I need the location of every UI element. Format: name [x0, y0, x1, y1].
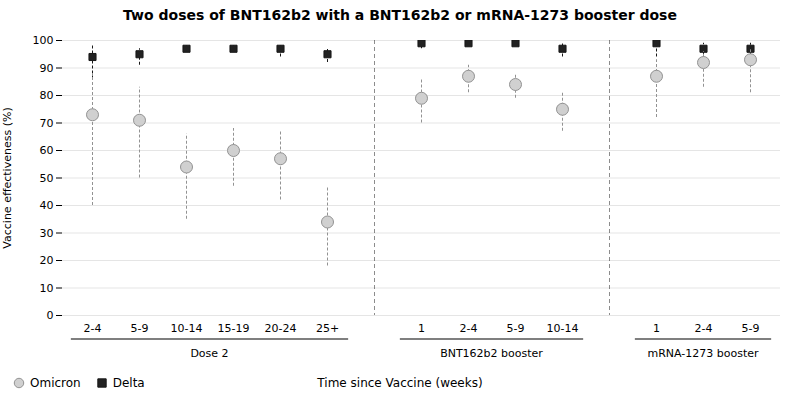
svg-text:10-14: 10-14	[547, 322, 579, 335]
svg-text:5-9: 5-9	[131, 322, 149, 335]
svg-text:20-24: 20-24	[265, 322, 297, 335]
svg-text:2-4: 2-4	[84, 322, 102, 335]
svg-text:2-4: 2-4	[695, 322, 713, 335]
svg-text:Vaccine effectiveness (%): Vaccine effectiveness (%)	[1, 107, 14, 248]
svg-text:70: 70	[40, 117, 54, 130]
svg-text:50: 50	[40, 172, 54, 185]
svg-text:Dose 2: Dose 2	[190, 347, 228, 360]
svg-text:25+: 25+	[316, 322, 339, 335]
html-text:Omicron: Omicron	[30, 376, 81, 390]
svg-text:5-9: 5-9	[742, 322, 760, 335]
svg-text:5-9: 5-9	[507, 322, 525, 335]
svg-text:20: 20	[40, 254, 54, 267]
svg-text:1: 1	[653, 322, 660, 335]
svg-text:2-4: 2-4	[460, 322, 478, 335]
svg-text:90: 90	[40, 62, 54, 75]
svg-text:10-14: 10-14	[171, 322, 203, 335]
svg-text:10: 10	[40, 282, 54, 295]
svg-text:80: 80	[40, 89, 54, 102]
html-text:Time since Vaccine (weeks): Time since Vaccine (weeks)	[317, 376, 483, 390]
svg-text:15-19: 15-19	[218, 322, 250, 335]
svg-text:100: 100	[33, 34, 54, 47]
html-text:Two doses of BNT162b2 with a B: Two doses of BNT162b2 with a BNT162b2 or…	[123, 7, 677, 23]
html-text:Delta: Delta	[112, 376, 145, 390]
svg-text:1: 1	[418, 322, 425, 335]
svg-text:0: 0	[47, 309, 54, 322]
svg-text:mRNA-1273 booster: mRNA-1273 booster	[647, 347, 759, 360]
svg-text:60: 60	[40, 144, 54, 157]
svg-text:30: 30	[40, 227, 54, 240]
svg-text:BNT162b2 booster: BNT162b2 booster	[440, 347, 543, 360]
svg-text:40: 40	[40, 199, 54, 212]
